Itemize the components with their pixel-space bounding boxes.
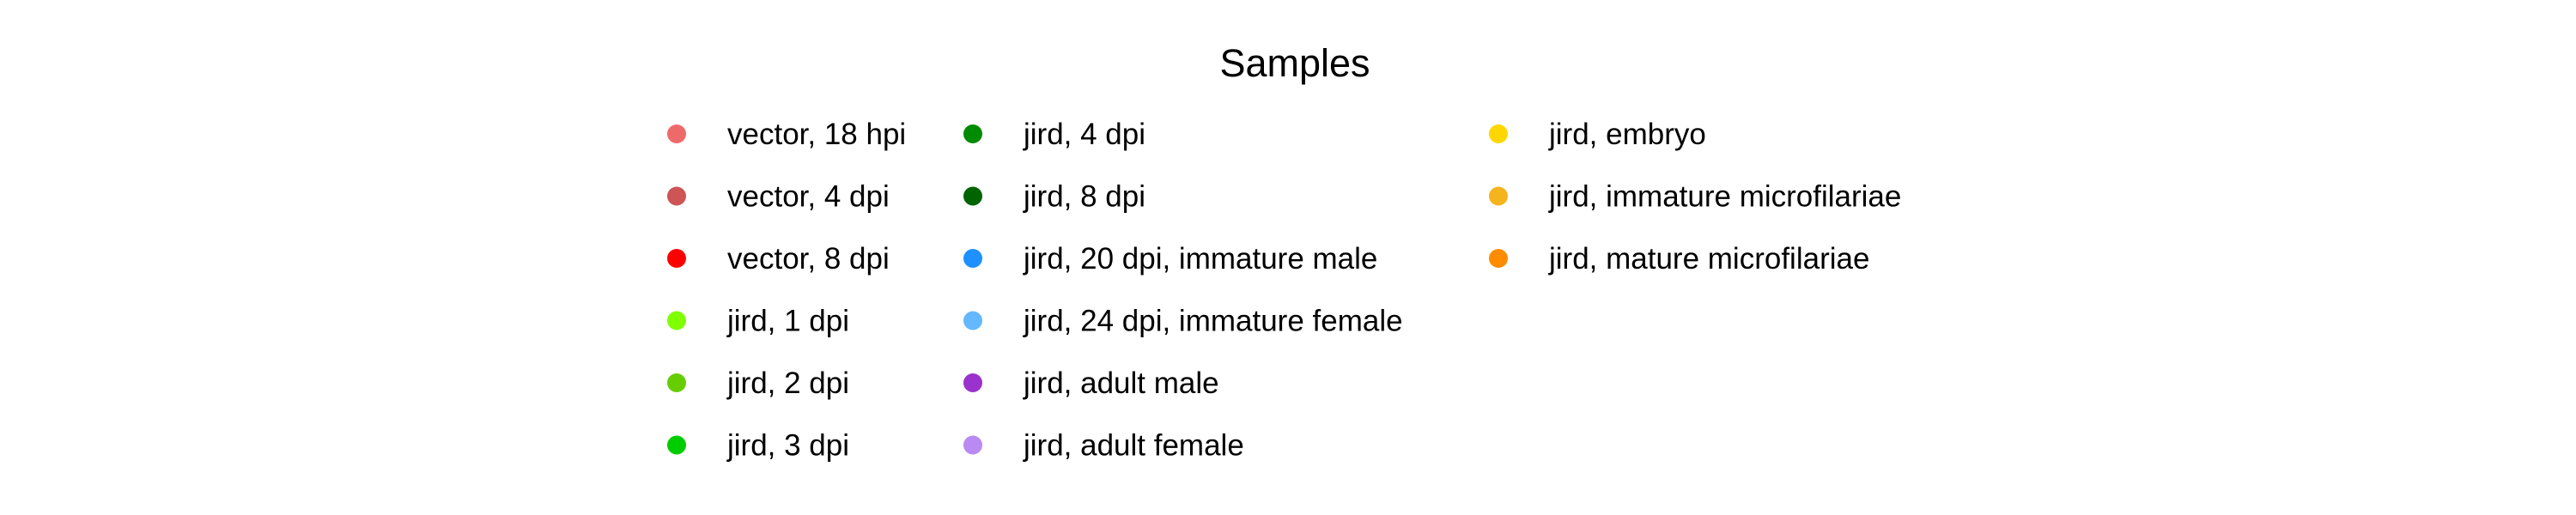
legend-swatch (1489, 249, 1508, 268)
legend-label: jird, embryo (1548, 118, 1706, 151)
legend-entry: vector, 4 dpi (667, 180, 890, 214)
legend-entries: vector, 18 hpi vector, 4 dpi vector, 8 dpi… (667, 118, 1901, 463)
legend-entry: jird, 24 dpi, immature female (963, 305, 1403, 338)
legend-entry: jird, 3 dpi (667, 429, 849, 463)
legend-entry: jird, 1 dpi (667, 305, 849, 338)
legend-label: jird, 20 dpi, immature male (1023, 242, 1377, 276)
legend-swatch (963, 124, 982, 143)
legend-swatch (963, 373, 982, 392)
legend-title: Samples (1219, 41, 1370, 85)
legend-label: jird, 24 dpi, immature female (1023, 305, 1403, 338)
legend-swatch (963, 435, 982, 455)
legend-label: jird, 8 dpi (1023, 180, 1145, 214)
legend-entry: vector, 8 dpi (667, 242, 890, 276)
legend-entry: jird, adult female (963, 429, 1244, 463)
legend-entry: jird, 20 dpi, immature male (963, 242, 1377, 276)
legend-swatch (963, 186, 982, 206)
legend-label: jird, 3 dpi (726, 429, 849, 463)
legend-entry: jird, 2 dpi (667, 367, 849, 400)
legend-swatch (667, 373, 686, 392)
legend-label: vector, 8 dpi (727, 242, 890, 276)
legend-swatch (1489, 186, 1508, 206)
legend-swatch (667, 186, 686, 206)
legend-label: jird, 4 dpi (1023, 118, 1145, 151)
legend-entry: jird, 4 dpi (963, 118, 1145, 151)
legend-entry: jird, immature microfilariae (1489, 180, 1901, 214)
legend-label: vector, 18 hpi (727, 118, 906, 151)
legend-label: jird, 1 dpi (726, 305, 849, 338)
legend-swatch (1489, 124, 1508, 143)
legend-swatch (667, 124, 686, 143)
legend-entry: jird, mature microfilariae (1489, 242, 1869, 276)
legend-swatch (963, 249, 982, 268)
legend-label: jird, adult male (1023, 367, 1219, 400)
legend-swatch (667, 249, 686, 268)
legend-label: jird, 2 dpi (726, 367, 849, 400)
legend-entry: jird, adult male (963, 367, 1219, 400)
legend-label: jird, immature microfilariae (1548, 180, 1901, 214)
legend-swatch (667, 435, 686, 455)
legend-swatch (667, 311, 686, 330)
legend-label: vector, 4 dpi (727, 180, 890, 214)
legend-entry: jird, 8 dpi (963, 180, 1145, 214)
legend-entry: vector, 18 hpi (667, 118, 906, 151)
legend-label: jird, adult female (1023, 429, 1244, 463)
legend-swatch (963, 311, 982, 330)
legend-entry: jird, embryo (1489, 118, 1706, 151)
legend-label: jird, mature microfilariae (1548, 242, 1869, 276)
